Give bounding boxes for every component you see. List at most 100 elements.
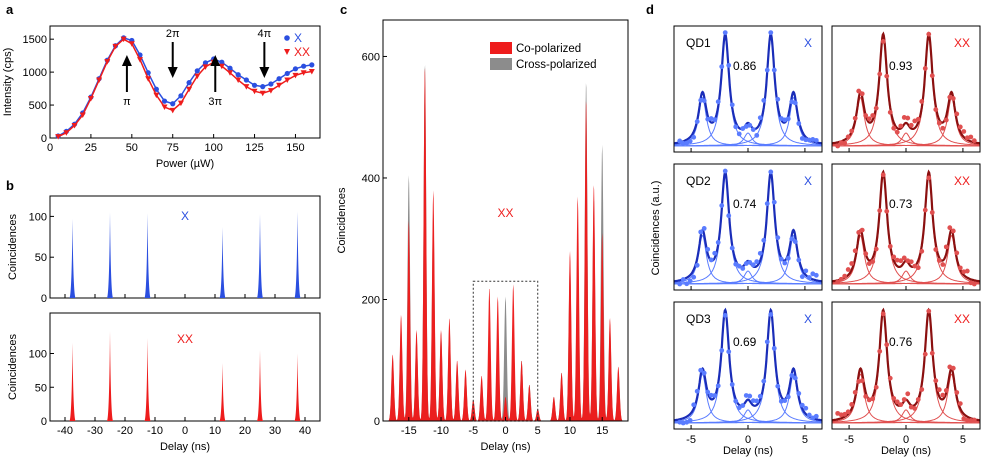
c-xtick-label: -15 (401, 425, 417, 437)
d-r2-xx-data-point (954, 250, 960, 256)
c-xlabel: Delay (ns) (480, 441, 530, 453)
c-legend-swatch-co (490, 42, 512, 54)
a-point-X (219, 59, 225, 65)
d-r2-x-data-point (754, 259, 760, 265)
d-r2-xx-data-point (894, 257, 900, 263)
a-point-XX (202, 64, 209, 70)
a-point-X (268, 81, 274, 87)
a-point-X (153, 86, 159, 92)
panel-b-bottom-peak (219, 362, 226, 421)
a-xtick-label: 75 (167, 142, 179, 154)
panel-b-top-ytick-label: 50 (35, 252, 47, 264)
d-r3-xx-data-point (905, 391, 911, 397)
d-r3-x-data-point (684, 419, 690, 425)
d-r3-x-data-point (736, 405, 742, 411)
d-r3-x-data-point (747, 393, 753, 399)
d-r1-x-data-point (687, 138, 693, 144)
d-r1-x-data-point (698, 97, 704, 103)
panel-b-bottom-xtick-label: 20 (239, 425, 251, 437)
panel-b-bottom-ytick-label: 50 (35, 382, 47, 394)
d-r1-x-data-point (722, 30, 728, 35)
a-point-XX (71, 122, 78, 129)
panel-b-top-peak (69, 218, 76, 298)
a-ytick-label: 500 (29, 100, 47, 112)
a-point-X (301, 63, 307, 69)
a-point-XX (259, 90, 266, 97)
a-point-XX (218, 63, 225, 70)
d-r1-x-data-point (768, 30, 774, 35)
d-r1-x-data-point (691, 134, 697, 140)
d-xlabel-right: Delay (ns) (881, 445, 931, 457)
d-r2-x-data-point (803, 268, 809, 274)
d-r3-xx-data-point (887, 375, 893, 381)
panel-b-top-ytick-label: 100 (29, 211, 47, 223)
a-legend-label-x: X (294, 31, 302, 45)
d-r2-xx-data-point (866, 261, 872, 266)
panel-b-top-peak (219, 227, 226, 298)
d-r3-x-xtick-label: -5 (686, 434, 696, 446)
a-point-X (202, 60, 209, 66)
a-point-XX (177, 100, 184, 107)
a-annotation: 2π (166, 28, 180, 40)
d-r2-xx-data-point (863, 251, 869, 257)
d-r3-x-data-point (785, 394, 791, 400)
d-r3-xx-fit-total (831, 307, 981, 422)
d-r1-xx-data-point (863, 113, 869, 118)
d-r1-xx-fit-component (832, 132, 980, 147)
d-r3-xx-data-point (971, 417, 977, 423)
d-r2-x-data-point (691, 274, 697, 280)
d-r1-x-data-point (771, 67, 777, 73)
d-r3-x-data-point (701, 370, 707, 376)
a-point-XX (300, 70, 307, 76)
d-r2-x-qd-label: QD2 (686, 174, 711, 188)
d-r3-x-fit-component (674, 409, 822, 424)
d-r1-x-data-point (757, 115, 763, 121)
d-r2-x-data-point (789, 236, 795, 242)
a-point-X (161, 98, 168, 104)
d-r3-x-data-point (705, 389, 711, 395)
d-r3-xx-data-point (943, 387, 949, 393)
d-r1-xx-data-point (957, 124, 963, 130)
d-r2-x-state-label: X (804, 174, 812, 188)
d-r2-xx-data-point (842, 273, 848, 279)
a-point-XX (63, 130, 70, 136)
d-r2-x-data-point (764, 201, 770, 206)
d-r3-x-data-point (806, 412, 812, 418)
c-label: XX (497, 206, 513, 220)
d-r3-x-data-point (733, 398, 739, 404)
d-r2-x-data-point (726, 213, 732, 219)
d-r3-xx-data-point (852, 389, 858, 395)
a-point-X (178, 93, 184, 99)
d-r2-x-data-point (757, 250, 763, 256)
d-r3-xx-data-point (884, 342, 890, 348)
d-r2-xx-data-point (926, 175, 932, 181)
d-r3-xx-data-point (922, 351, 928, 357)
a-point-X (309, 62, 315, 68)
panel-label-c: c (340, 2, 347, 17)
a-point-XX (227, 70, 233, 76)
d-r2-xx-data-point (915, 265, 921, 271)
d-r1-xx-data-point (873, 105, 879, 111)
a-axes-frame (49, 25, 321, 139)
d-r1-xx-data-point (835, 143, 841, 149)
a-ytick-label: 0 (41, 133, 47, 145)
d-r2-x-data-point (729, 245, 735, 251)
d-r2-x-data-point (768, 169, 774, 175)
d-r3-x-data-point (691, 402, 697, 408)
d-r3-x-xtick-label: 5 (802, 434, 808, 446)
d-r3-x-data-point (813, 413, 819, 419)
d-r2-x-data-point (701, 225, 707, 231)
d-r3-x-data-point (768, 312, 774, 317)
a-point-XX (55, 134, 62, 140)
d-r3-xx-value: 0.76 (889, 335, 913, 349)
d-r1-xx-data-point (933, 107, 939, 112)
panel-c-chart: -15 -10 -5 0 5 10 15 0 200 400 600 Delay (ns) Coinci… (336, 19, 629, 453)
d-r3-xx-data-point (859, 378, 865, 384)
d-r2-xx-data-point (943, 244, 949, 250)
panel-b-top-peak (106, 212, 114, 298)
d-r3-x-data-point (740, 403, 746, 408)
panel-b-bottom-xtick-label: 40 (299, 425, 311, 437)
d-r3-xx-data-point (870, 396, 876, 402)
panel-b-bottom-xtick-label: 10 (209, 425, 221, 437)
d-r1-xx-data-point (842, 140, 848, 146)
